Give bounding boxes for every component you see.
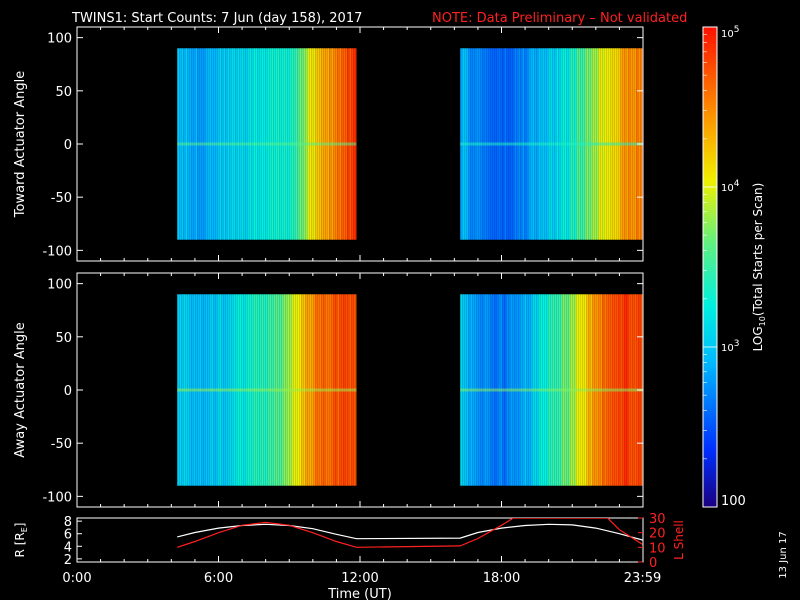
colorbar-tick-label: 100 xyxy=(721,494,746,509)
toward-ytick-label: 100 xyxy=(47,32,72,47)
r-ytick-label: 8 xyxy=(64,515,72,530)
lshell-ytick-label: 10 xyxy=(649,541,666,556)
lshell-ytick-label: 20 xyxy=(649,527,666,542)
away-y-label: Away Actuator Angle xyxy=(13,322,28,457)
r-axis-label: R [RE] xyxy=(13,523,29,558)
away-ytick-label: 0 xyxy=(64,384,72,399)
time-tick-label: 0:00 xyxy=(62,571,91,586)
toward-zero-angle-stripe xyxy=(460,142,643,146)
lshell-ytick-label: 30 xyxy=(649,512,666,527)
colorbar-label: LOG10(Total Starts per Scan) xyxy=(751,183,767,352)
toward-y-label: Toward Actuator Angle xyxy=(13,71,28,218)
toward-panel: 100 50 0 -50 -100 Toward Actuator Angle xyxy=(13,26,644,262)
away-ytick-label: -50 xyxy=(51,437,72,452)
time-tick-label: 23:59 xyxy=(624,571,661,586)
preliminary-note: NOTE: Data Preliminary – Not validated xyxy=(432,11,687,26)
time-axis-label: Time (UT) xyxy=(327,587,392,600)
colorbar-tick-label: 103 xyxy=(721,339,739,354)
away-y-ticks: 100 50 0 -50 -100 xyxy=(42,273,644,507)
lshell-line xyxy=(177,518,643,548)
r-ytick-label: 6 xyxy=(64,528,72,543)
lshell-ytick-label: 0 xyxy=(649,556,657,571)
away-ytick-label: -100 xyxy=(42,490,72,505)
time-tick-label: 6:00 xyxy=(204,571,233,586)
away-ytick-label: 50 xyxy=(55,331,72,346)
away-heatmap-blocks xyxy=(177,294,643,486)
toward-ytick-label: 0 xyxy=(64,138,72,153)
ephemeris-x-ticks: 0:00 6:00 12:00 18:00 23:59 xyxy=(62,556,661,586)
ephemeris-lines xyxy=(177,518,643,548)
time-tick-label: 18:00 xyxy=(483,571,520,586)
toward-heatmap-blocks xyxy=(177,48,643,240)
r-ytick-label: 4 xyxy=(64,540,72,555)
r-ytick-label: 2 xyxy=(64,553,72,568)
colorbar-tick-label: 105 xyxy=(721,25,739,40)
toward-ytick-label: -50 xyxy=(51,191,72,206)
colorbar-tick-label: 104 xyxy=(721,179,740,194)
away-ytick-label: 100 xyxy=(47,278,72,293)
colorbar: 105 104 103 100 LOG10(Total Starts per Scan… xyxy=(702,25,767,509)
colorbar-ticks: 105 104 103 100 xyxy=(703,25,746,509)
figure-title: TWINS1: Start Counts: 7 Jun (day 158), 2… xyxy=(71,11,362,26)
time-tick-label: 12:00 xyxy=(341,571,378,586)
away-zero-angle-stripe xyxy=(460,388,643,392)
toward-zero-angle-stripe xyxy=(177,142,357,146)
r-distance-line xyxy=(177,523,643,541)
toward-ytick-label: -100 xyxy=(42,244,72,259)
date-stamp: 13 Jun 17 xyxy=(778,531,789,578)
toward-y-ticks: 100 50 0 -50 -100 xyxy=(42,27,644,261)
away-zero-angle-stripe xyxy=(177,388,357,392)
colorbar-gradient xyxy=(703,27,717,507)
away-panel: 100 50 0 -50 -100 Away Actuator Angle xyxy=(13,272,644,508)
lshell-axis-label: L Shell xyxy=(672,520,686,560)
toward-ytick-label: 50 xyxy=(55,85,72,100)
